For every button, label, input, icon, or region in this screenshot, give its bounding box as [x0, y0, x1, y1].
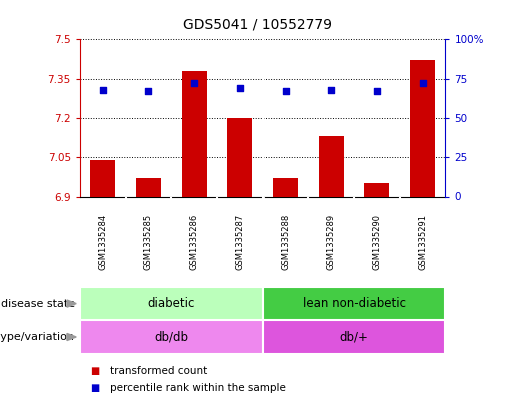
Bar	[364, 184, 389, 196]
Point	[419, 80, 427, 86]
Polygon shape	[67, 333, 76, 340]
Point	[144, 88, 152, 94]
Text: GSM1335288: GSM1335288	[281, 213, 290, 270]
Text: genotype/variation: genotype/variation	[0, 332, 75, 342]
Point	[98, 86, 107, 93]
Text: disease state: disease state	[1, 299, 75, 309]
Point	[190, 80, 198, 86]
Text: GSM1335286: GSM1335286	[190, 213, 199, 270]
Text: GSM1335289: GSM1335289	[327, 214, 336, 270]
Point	[327, 86, 335, 93]
Bar	[136, 178, 161, 196]
Text: transformed count: transformed count	[110, 366, 207, 376]
Bar	[80, 320, 263, 354]
Bar	[90, 160, 115, 196]
Text: ■: ■	[90, 366, 99, 376]
Text: GSM1335291: GSM1335291	[418, 214, 427, 270]
Text: lean non-diabetic: lean non-diabetic	[303, 297, 406, 310]
Bar	[273, 178, 298, 196]
Text: GSM1335290: GSM1335290	[372, 214, 382, 270]
Bar	[181, 71, 207, 196]
Text: GSM1335285: GSM1335285	[144, 214, 153, 270]
Bar	[319, 136, 344, 196]
Point	[236, 85, 244, 91]
Polygon shape	[67, 300, 76, 307]
Text: GDS5041 / 10552779: GDS5041 / 10552779	[183, 18, 332, 32]
Bar	[80, 287, 263, 320]
Bar	[227, 118, 252, 196]
Text: db/+: db/+	[339, 331, 369, 343]
Text: ■: ■	[90, 383, 99, 393]
Text: percentile rank within the sample: percentile rank within the sample	[110, 383, 286, 393]
Text: diabetic: diabetic	[148, 297, 195, 310]
Bar	[263, 320, 445, 354]
Point	[373, 88, 381, 94]
Point	[281, 88, 289, 94]
Text: GSM1335284: GSM1335284	[98, 214, 107, 270]
Bar	[263, 287, 445, 320]
Text: db/db: db/db	[154, 331, 188, 343]
Bar	[410, 60, 435, 196]
Text: GSM1335287: GSM1335287	[235, 213, 244, 270]
